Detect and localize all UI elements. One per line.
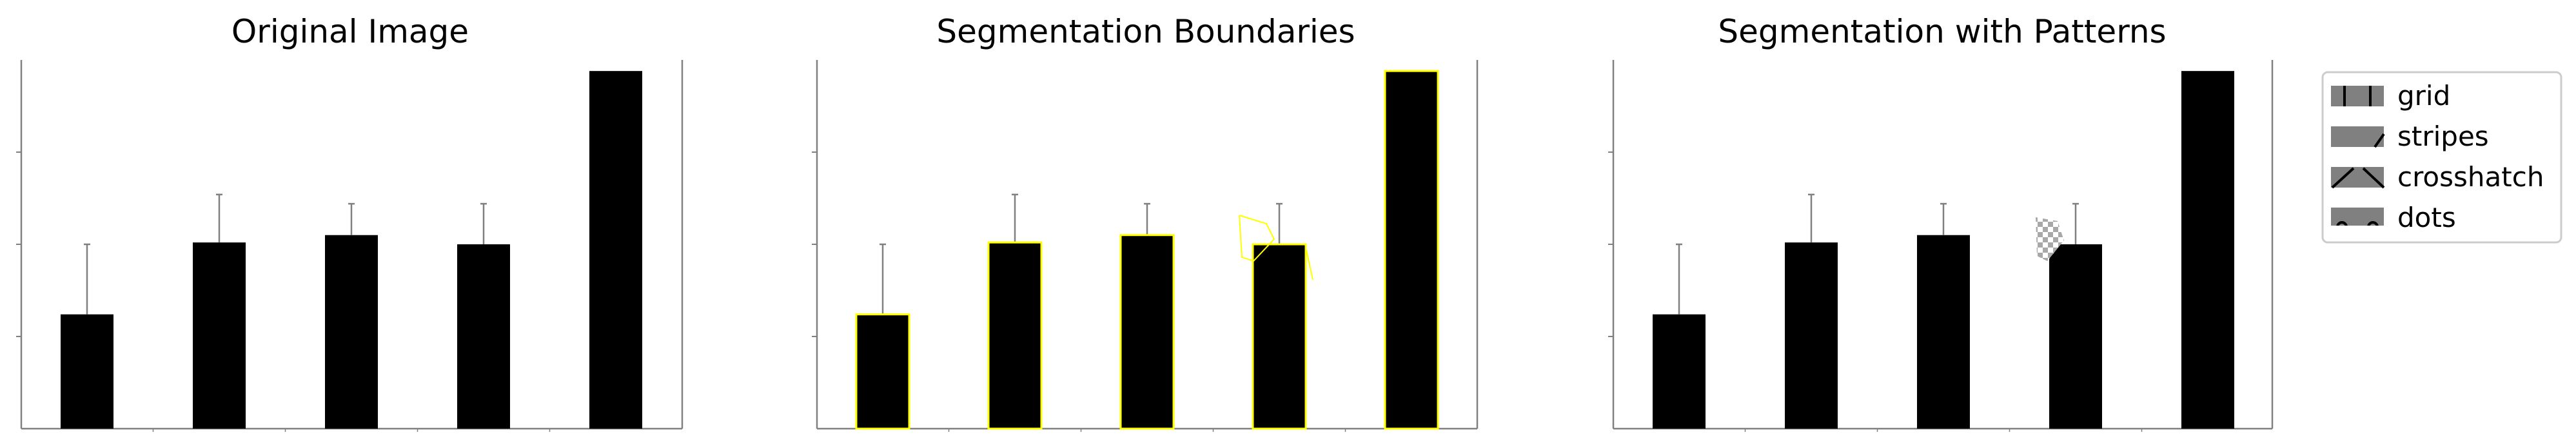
bar — [856, 314, 909, 429]
bar — [988, 242, 1041, 429]
pattern-overlay — [2036, 217, 2064, 261]
legend-frame — [2321, 71, 2562, 244]
legend-item-stripes: stripes — [2331, 121, 2489, 152]
bars — [1653, 71, 2234, 429]
panel-segmentation-boundaries: Segmentation Boundaries — [812, 13, 1479, 432]
legend-item-dots: dots — [2329, 202, 2456, 233]
bar — [1253, 244, 1306, 429]
legend-swatch — [2331, 167, 2384, 188]
bar — [61, 314, 113, 429]
panel-segmentation-with-patterns: Segmentation with Patterns — [1608, 13, 2274, 432]
legend-item-grid: grid — [2331, 80, 2450, 112]
bar — [193, 242, 246, 429]
bar — [2049, 244, 2102, 429]
legend-label: grid — [2397, 80, 2450, 112]
bar — [1121, 235, 1174, 429]
panel-title: Original Image — [231, 13, 469, 50]
bars — [61, 71, 642, 429]
legend-label: dots — [2397, 202, 2456, 233]
legend-label: stripes — [2397, 121, 2489, 152]
segment-outline — [855, 313, 910, 430]
bar — [325, 235, 378, 429]
legend-item-crosshatch: crosshatch — [2331, 161, 2544, 193]
bar — [457, 244, 510, 429]
bar — [1785, 242, 1838, 429]
bar — [2181, 71, 2234, 429]
legend: grid stripes crosshatch dots — [2321, 71, 2562, 244]
bar — [589, 71, 642, 429]
bar — [1653, 314, 1706, 429]
checkerboard-patch — [2036, 217, 2064, 261]
segment-fragment — [1304, 244, 1313, 280]
panel-title: Segmentation with Patterns — [1718, 13, 2166, 50]
legend-swatch — [2331, 126, 2384, 147]
bar — [1385, 71, 1438, 429]
legend-label: crosshatch — [2397, 161, 2544, 193]
panel-original-image: Original Image — [16, 13, 683, 432]
segment-outline — [1384, 70, 1439, 430]
segment-outline — [987, 241, 1043, 430]
bars — [856, 71, 1438, 429]
segment-outline — [1119, 234, 1175, 430]
segment-fragment — [1239, 215, 1275, 262]
segmentation-overlay — [855, 70, 1439, 430]
bar — [1917, 235, 1970, 429]
legend-swatch — [2331, 86, 2384, 106]
panel-title: Segmentation Boundaries — [936, 13, 1355, 50]
segment-outline — [1252, 243, 1307, 430]
